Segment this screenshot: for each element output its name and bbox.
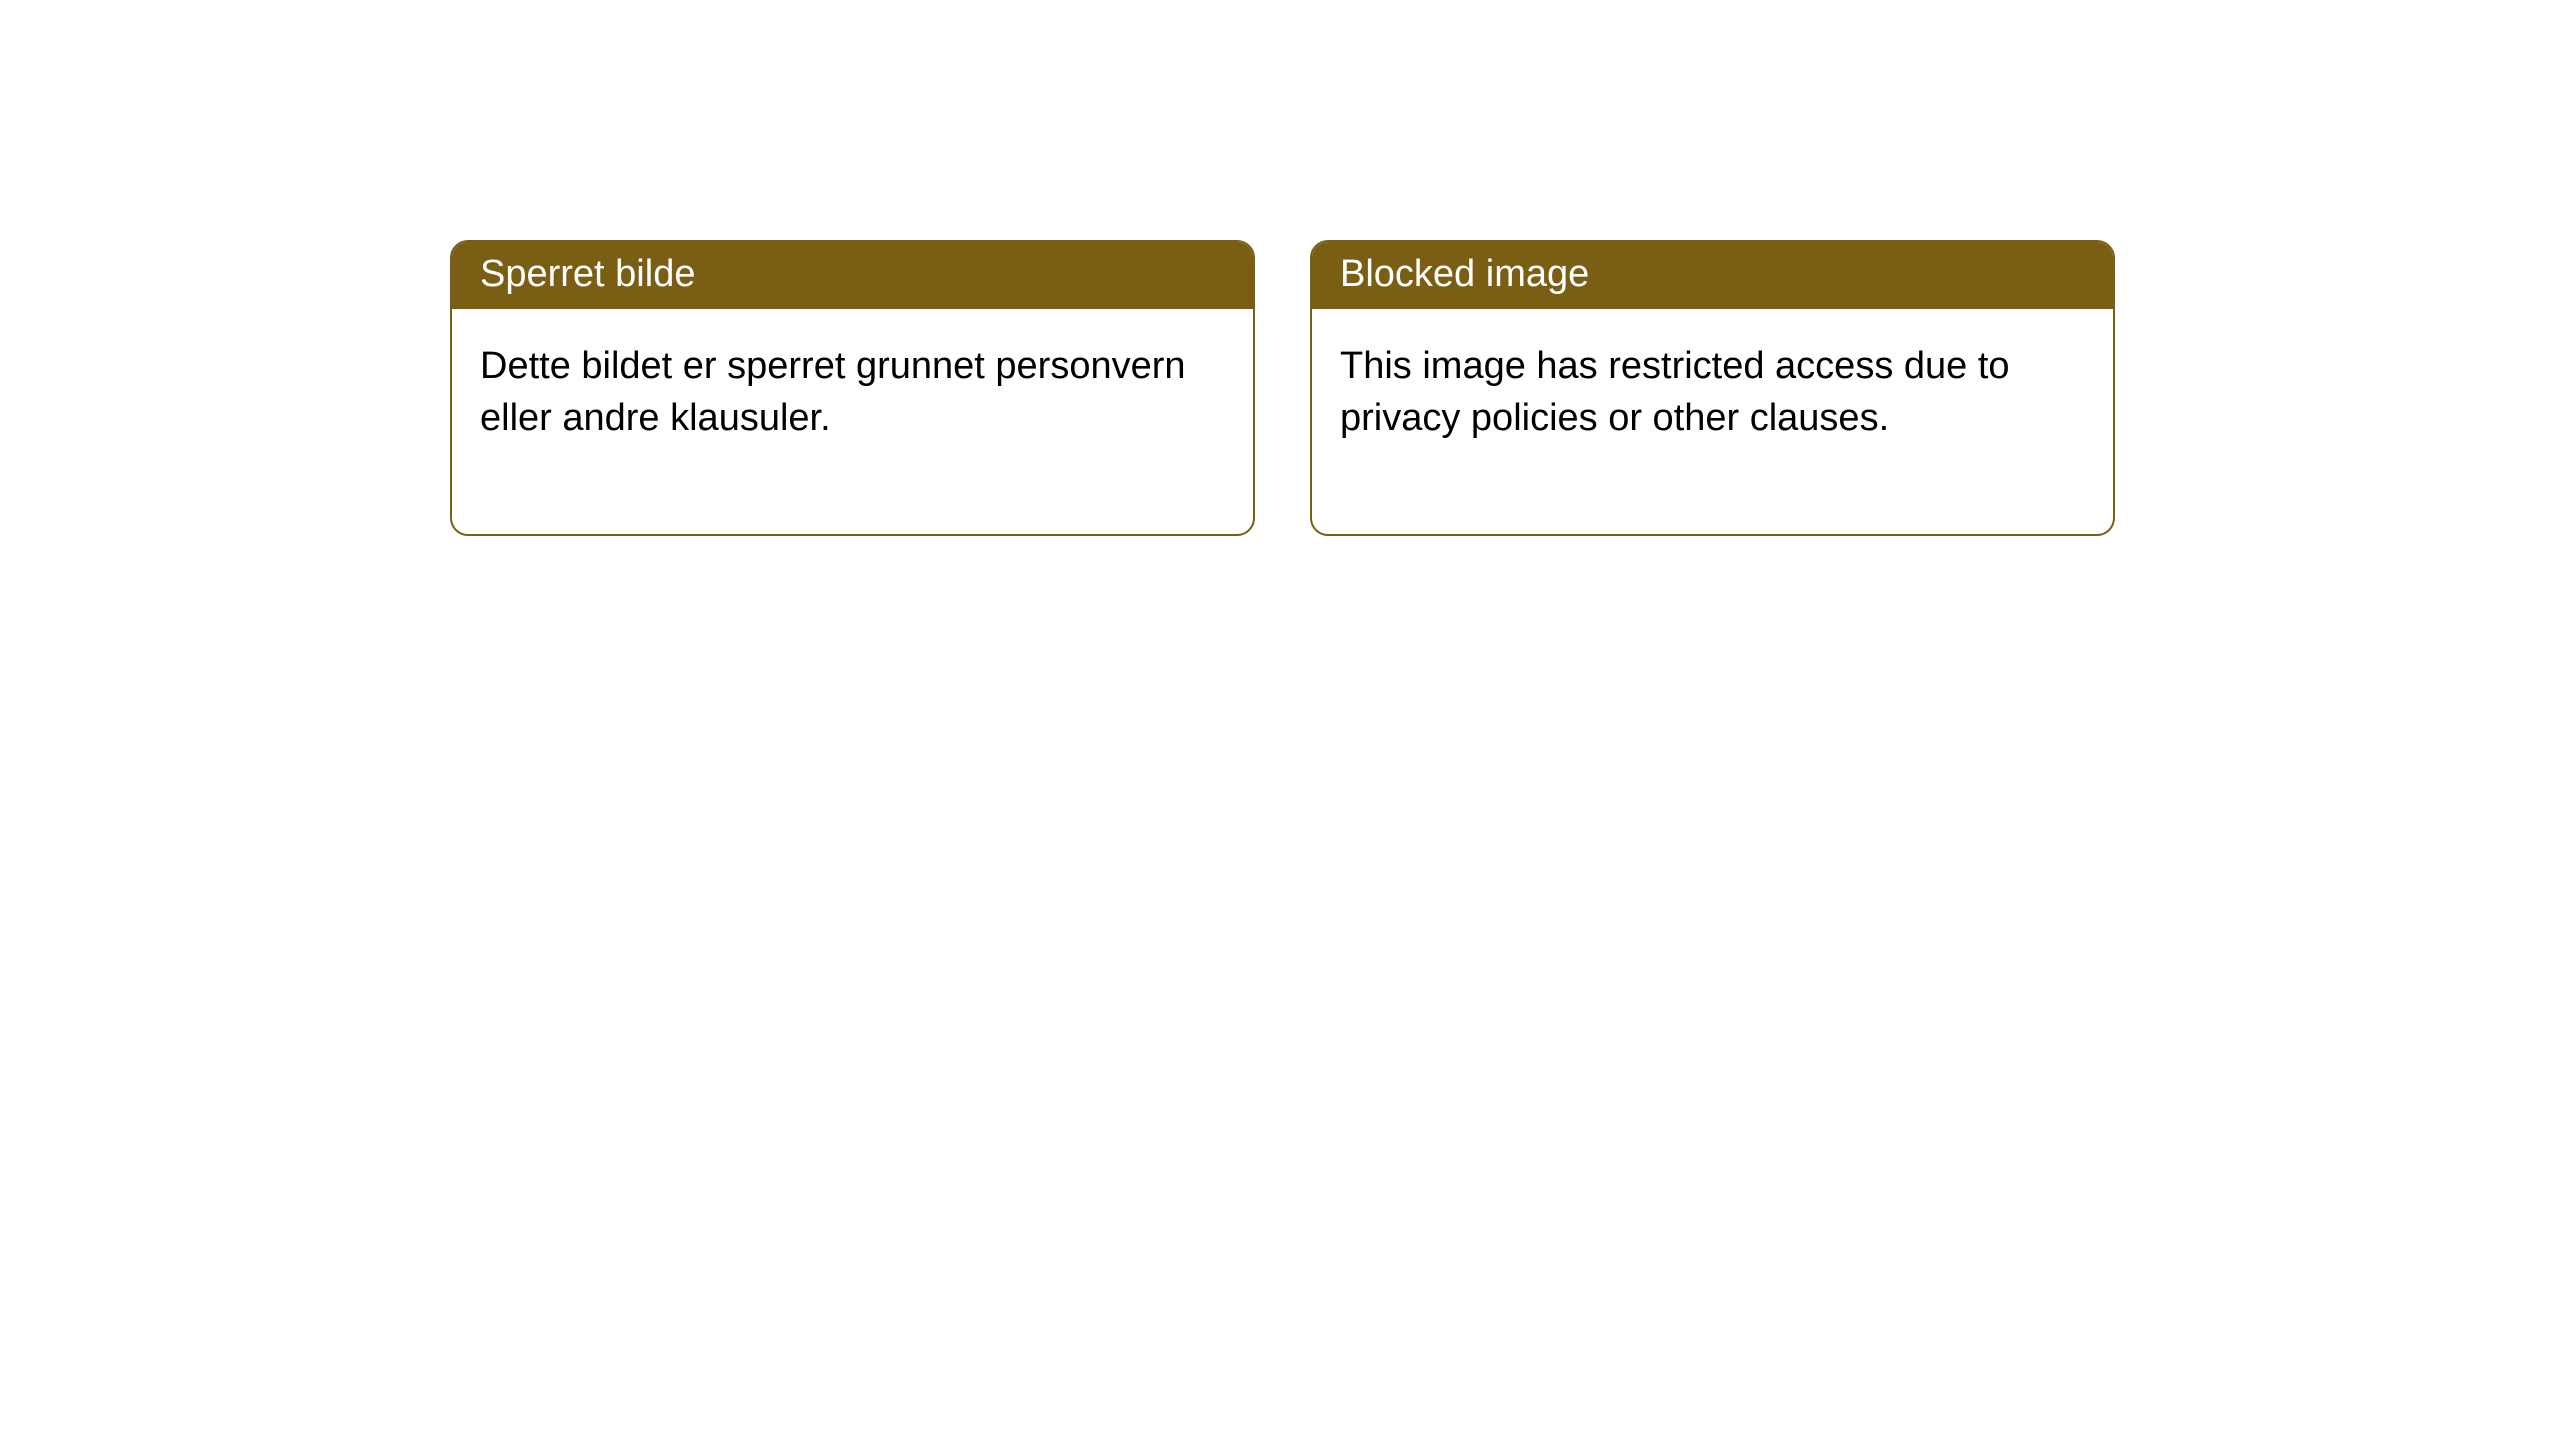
notice-header-en: Blocked image: [1312, 242, 2113, 309]
notice-container: Sperret bilde Dette bildet er sperret gr…: [0, 0, 2560, 536]
notice-body-no: Dette bildet er sperret grunnet personve…: [452, 309, 1253, 534]
notice-header-no: Sperret bilde: [452, 242, 1253, 309]
notice-card-en: Blocked image This image has restricted …: [1310, 240, 2115, 536]
notice-card-no: Sperret bilde Dette bildet er sperret gr…: [450, 240, 1255, 536]
notice-body-en: This image has restricted access due to …: [1312, 309, 2113, 534]
